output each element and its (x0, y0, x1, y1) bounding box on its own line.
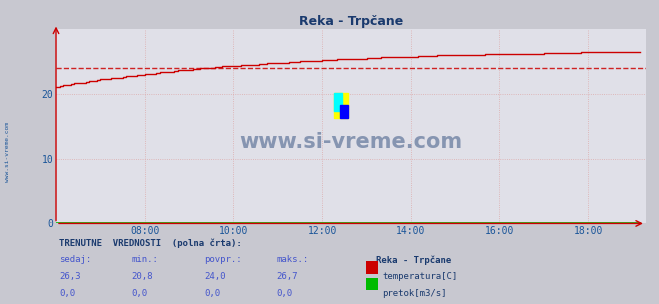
Text: 0,0: 0,0 (59, 289, 75, 298)
Text: 20,8: 20,8 (132, 272, 154, 281)
Text: TRENUTNE  VREDNOSTI  (polna črta):: TRENUTNE VREDNOSTI (polna črta): (59, 239, 242, 248)
Bar (334, 93, 342, 111)
Text: povpr.:: povpr.: (204, 255, 242, 264)
Text: www.si-vreme.com: www.si-vreme.com (239, 132, 463, 152)
Text: temperatura[C]: temperatura[C] (382, 272, 457, 281)
Text: Reka - Trpčane: Reka - Trpčane (376, 255, 451, 265)
Text: 0,0: 0,0 (204, 289, 220, 298)
Text: sedaj:: sedaj: (59, 255, 92, 264)
Title: Reka - Trpčane: Reka - Trpčane (299, 15, 403, 28)
Text: maks.:: maks.: (277, 255, 309, 264)
Text: www.si-vreme.com: www.si-vreme.com (5, 122, 11, 182)
Text: 24,0: 24,0 (204, 272, 226, 281)
Text: min.:: min.: (132, 255, 159, 264)
Text: 26,3: 26,3 (59, 272, 81, 281)
Text: 0,0: 0,0 (277, 289, 293, 298)
Text: pretok[m3/s]: pretok[m3/s] (382, 289, 447, 298)
Text: 26,7: 26,7 (277, 272, 299, 281)
Bar (334, 93, 348, 118)
Bar (339, 105, 348, 118)
Text: 0,0: 0,0 (132, 289, 148, 298)
